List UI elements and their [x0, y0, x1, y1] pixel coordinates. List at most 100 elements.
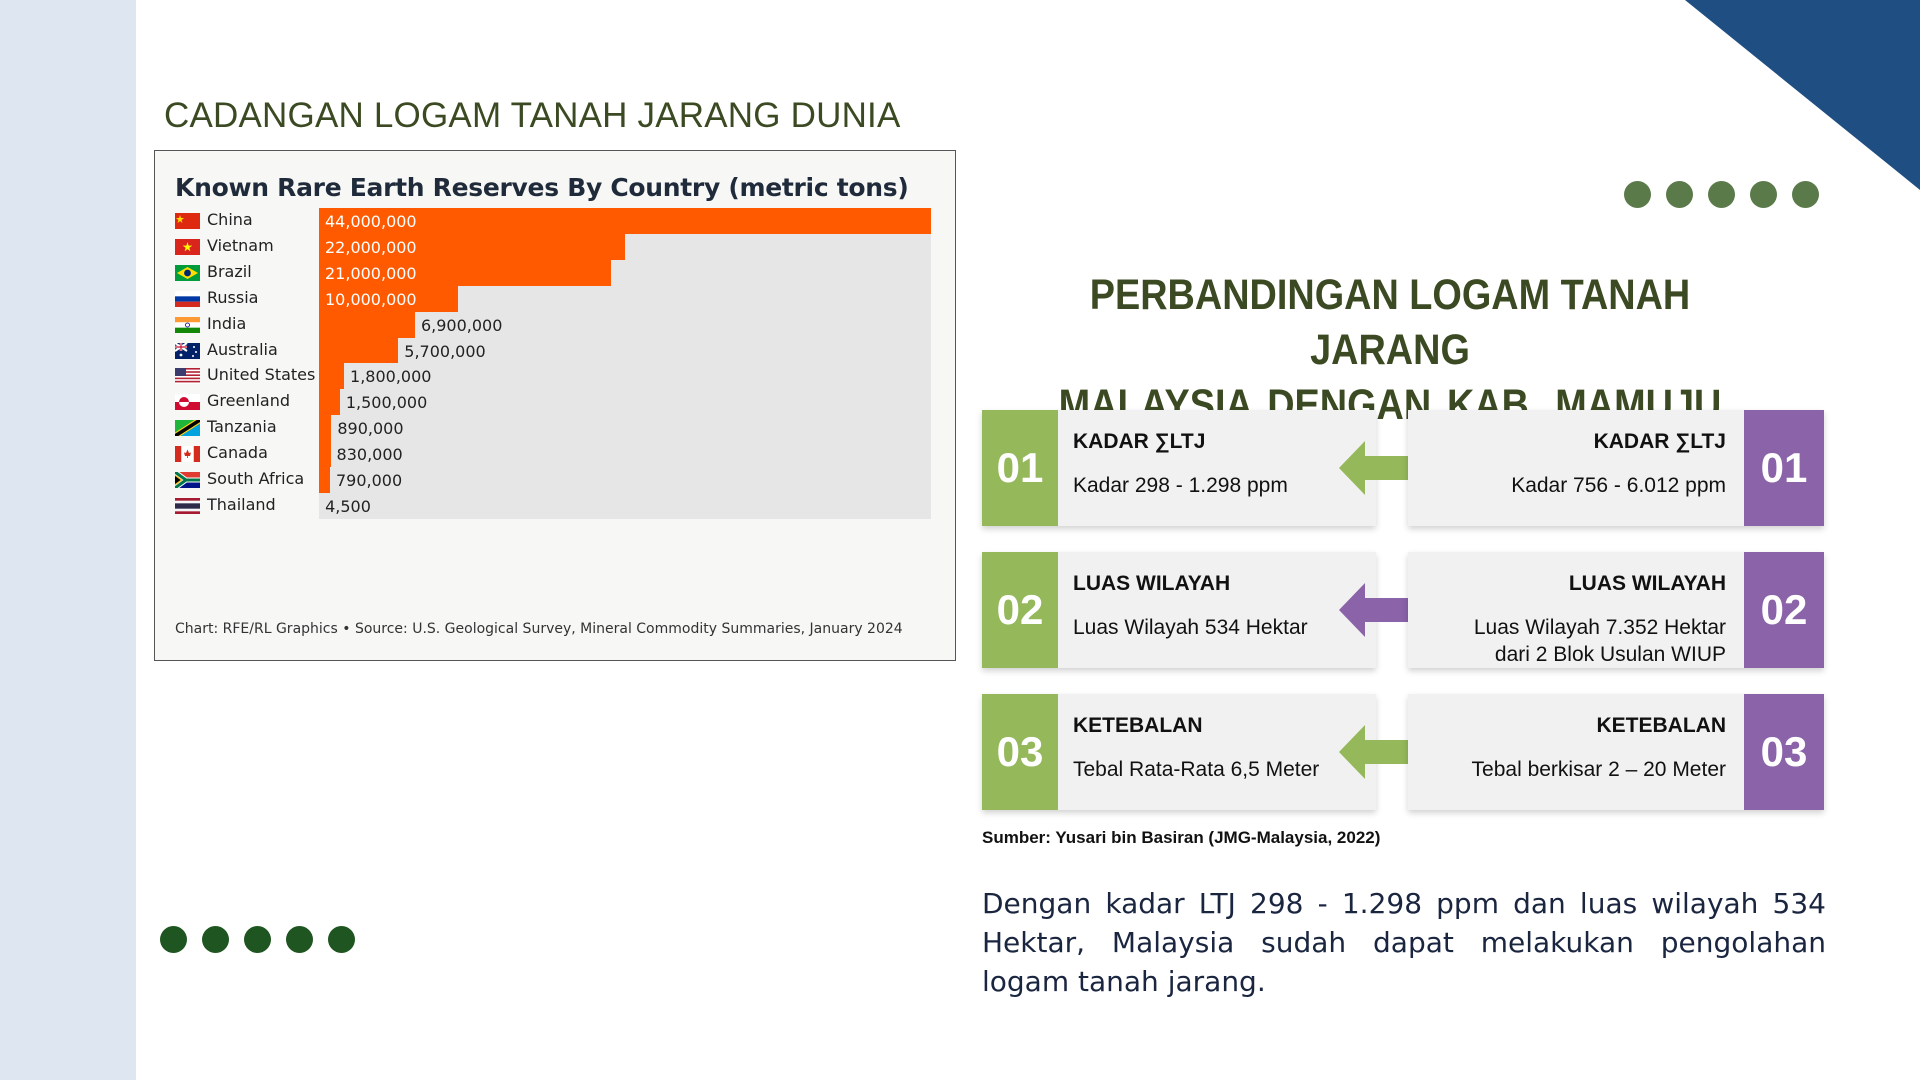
card-number: 03	[1744, 694, 1824, 810]
value-label: 1,500,000	[345, 393, 428, 413]
flag-icon	[175, 264, 200, 281]
bar-track: 790,000	[319, 467, 931, 493]
value-label: 1,800,000	[350, 367, 432, 387]
dot	[286, 926, 313, 953]
value-label: 790,000	[335, 471, 403, 490]
card-heading: KETEBALAN	[1596, 714, 1727, 737]
mamuju-card-1: KADAR ∑LTJ Kadar 756 - 6.012 ppm 01	[1408, 410, 1824, 526]
card-text: Kadar 756 - 6.012 ppm	[1511, 472, 1726, 499]
category-label: Tanzania	[207, 417, 277, 437]
dot	[1792, 181, 1819, 208]
bar-track: 5,700,000	[319, 337, 931, 364]
flag-icon	[175, 446, 200, 463]
category-label: Russia	[207, 287, 259, 307]
bar	[319, 337, 399, 364]
double-arrow-icon	[1339, 441, 1449, 495]
value-label: 4,500	[325, 496, 371, 516]
comparison-title: PERBANDINGAN LOGAM TANAH JARANG MALAYSIA…	[1012, 268, 1769, 433]
comparison-title-line-1: PERBANDINGAN LOGAM TANAH JARANG	[1089, 271, 1691, 374]
double-arrow-icon	[1339, 725, 1449, 779]
corner-triangle	[1685, 0, 1920, 190]
value-label: 890,000	[337, 419, 404, 439]
chart-row: Canada 830,000	[175, 441, 935, 468]
dot	[244, 926, 271, 953]
value-label: 44,000,000	[325, 212, 417, 231]
left-section-title: CADANGAN LOGAM TANAH JARANG DUNIA	[164, 96, 901, 135]
category-label: South Africa	[207, 469, 305, 488]
bar-track: 4,500	[319, 492, 931, 519]
conclusion-paragraph: Dengan kadar LTJ 298 - 1.298 ppm dan lua…	[982, 887, 1826, 998]
bar-track: 44,000,000	[319, 208, 931, 234]
bar	[319, 363, 345, 390]
bar-track: 22,000,000	[319, 233, 931, 260]
value-label: 6,900,000	[420, 315, 503, 335]
malaysia-card-1: 01 KADAR ∑LTJ Kadar 298 - 1.298 ppm	[982, 410, 1376, 526]
flag-icon	[175, 290, 200, 307]
card-text: Kadar 298 - 1.298 ppm	[1073, 472, 1288, 499]
flag-icon	[175, 368, 200, 385]
card-text-line: Luas Wilayah 534 Hektar	[1073, 616, 1308, 639]
flag-icon	[173, 469, 200, 491]
mamuju-card-3: KETEBALAN Tebal berkisar 2 – 20 Meter 03	[1408, 694, 1824, 810]
dots-decoration-top	[1624, 181, 1819, 208]
value-label: 830,000	[336, 445, 403, 465]
card-number: 02	[982, 552, 1058, 668]
bar-track: 830,000	[319, 441, 931, 468]
flag-icon	[175, 394, 200, 411]
category-label: Canada	[207, 443, 268, 463]
value-label: 21,000,000	[325, 263, 417, 283]
bar-track: 1,500,000	[319, 389, 931, 416]
bar-track: 10,000,000	[319, 285, 931, 312]
dot	[328, 926, 355, 953]
left-sidebar-band	[0, 0, 136, 1080]
bar-track: 21,000,000	[319, 259, 931, 286]
card-text-line: Tebal berkisar 2 – 20 Meter	[1471, 758, 1726, 781]
bar	[319, 467, 330, 493]
card-heading: KADAR ∑LTJ	[1073, 430, 1206, 453]
chart-title: Known Rare Earth Reserves By Country (me…	[175, 173, 909, 202]
flag-icon	[173, 417, 202, 439]
card-text: Tebal berkisar 2 – 20 Meter	[1472, 756, 1726, 783]
card-text: Luas Wilayah 534 Hektar	[1073, 614, 1308, 641]
card-text: Luas Wilayah 7.352 Hektar dari 2 Blok Us…	[1474, 614, 1726, 668]
card-text-line: Luas Wilayah 7.352 Hektar	[1473, 616, 1726, 639]
category-label: Australia	[207, 339, 278, 359]
bar-track: 1,800,000	[319, 363, 931, 390]
malaysia-card-2: 02 LUAS WILAYAH Luas Wilayah 534 Hektar	[982, 552, 1376, 668]
value-label: 10,000,000	[325, 289, 417, 309]
category-label: Vietnam	[207, 235, 274, 255]
bar	[319, 285, 459, 312]
chart-row: Brazil 21,000,000	[175, 259, 935, 286]
chart-row: Australia 5,700,000	[174, 337, 935, 364]
flag-icon	[175, 213, 200, 229]
bar	[319, 311, 415, 338]
dot	[1624, 181, 1651, 208]
bar	[319, 389, 340, 416]
dot	[1666, 181, 1693, 208]
dots-decoration-bottom	[160, 926, 355, 953]
dot	[1708, 181, 1735, 208]
card-text-line: dari 2 Blok Usulan WIUP	[1494, 643, 1726, 666]
chart-row: South Africa 790,000	[173, 467, 935, 493]
chart-row: Russia 10,000,000	[175, 285, 935, 312]
bar	[319, 233, 625, 260]
card-number: 01	[982, 410, 1058, 526]
category-label: United States	[207, 365, 316, 385]
flag-icon	[174, 341, 200, 359]
card-number: 01	[1744, 410, 1824, 526]
category-label: Greenland	[207, 391, 290, 411]
category-label: Thailand	[207, 494, 276, 514]
bar	[319, 415, 332, 442]
card-heading: KETEBALAN	[1073, 714, 1203, 737]
bar-track: 890,000	[319, 415, 931, 442]
card-text-line: Kadar 756 - 6.012 ppm	[1511, 474, 1726, 497]
card-text: Tebal Rata-Rata 6,5 Meter	[1073, 756, 1319, 783]
mamuju-card-2: LUAS WILAYAH Luas Wilayah 7.352 Hektar d…	[1408, 552, 1824, 668]
dot	[202, 926, 229, 953]
card-heading: LUAS WILAYAH	[1073, 572, 1231, 595]
card-heading: KADAR ∑LTJ	[1593, 430, 1726, 453]
card-text-line: Tebal Rata-Rata 6,5 Meter	[1073, 758, 1320, 781]
bar	[319, 441, 331, 468]
malaysia-card-3: 03 KETEBALAN Tebal Rata-Rata 6,5 Meter	[982, 694, 1376, 810]
card-number: 02	[1744, 552, 1824, 668]
